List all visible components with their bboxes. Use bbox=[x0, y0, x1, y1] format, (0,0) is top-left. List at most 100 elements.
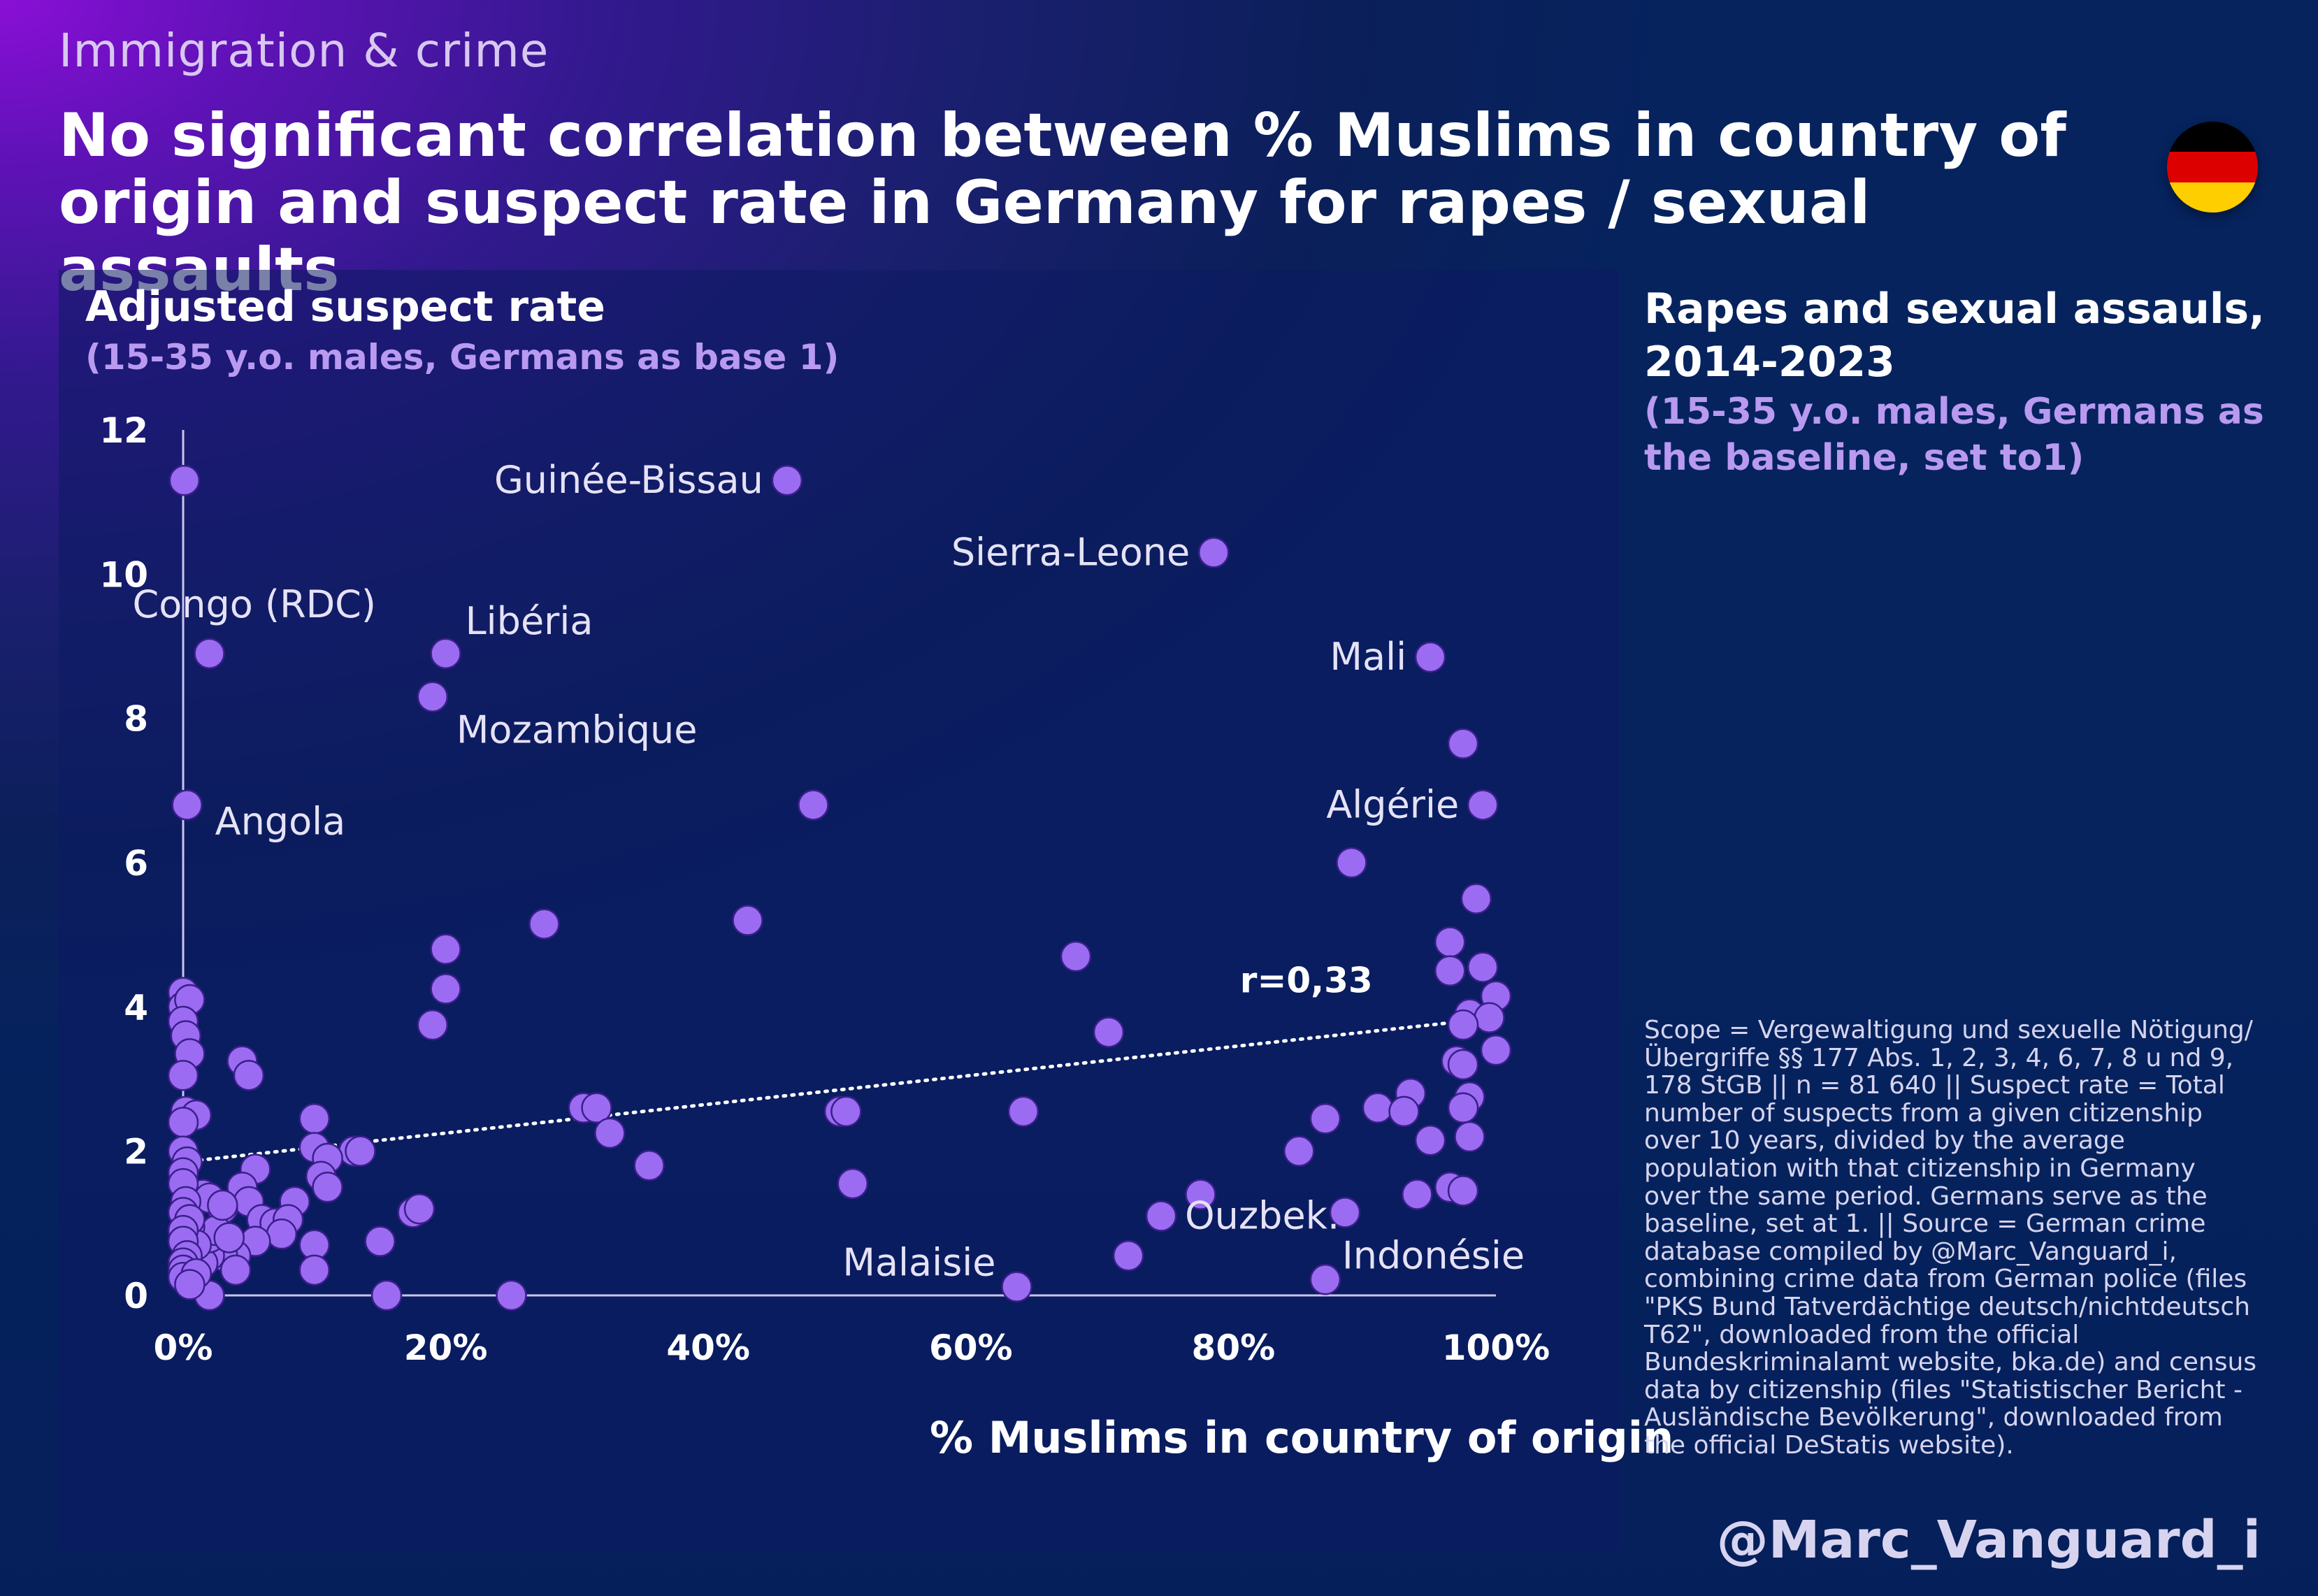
point-label: Indonésie bbox=[1342, 1233, 1525, 1277]
data-point bbox=[1467, 951, 1499, 983]
y-tick-label: 10 bbox=[99, 554, 148, 595]
point-label: Algérie bbox=[1326, 782, 1459, 826]
data-point bbox=[430, 638, 461, 670]
point-label: Ouzbek. bbox=[1185, 1194, 1339, 1238]
y-tick-label: 12 bbox=[99, 410, 148, 451]
author-signature: @Marc_Vanguard_i bbox=[1716, 1510, 2261, 1570]
x-tick-label: 20% bbox=[404, 1328, 488, 1368]
data-point bbox=[1447, 1175, 1479, 1207]
trendline bbox=[181, 1016, 1498, 1164]
data-point bbox=[1460, 883, 1492, 914]
y-axis-subtitle: (15-35 y.o. males, Germans as base 1) bbox=[85, 337, 840, 378]
point-label: Libéria bbox=[466, 599, 593, 643]
data-point bbox=[213, 1222, 245, 1253]
y-tick-label: 0 bbox=[124, 1276, 148, 1316]
data-point bbox=[1007, 1095, 1039, 1128]
data-point bbox=[837, 1167, 869, 1200]
data-point bbox=[1329, 1197, 1361, 1228]
y-tick-label: 2 bbox=[124, 1132, 148, 1172]
data-point bbox=[1434, 955, 1466, 986]
data-point bbox=[1388, 1095, 1420, 1128]
side-panel-subtitle: (15-35 y.o. males, Germans as the baseli… bbox=[1644, 391, 2264, 479]
data-point bbox=[364, 1225, 396, 1257]
flag-stripe-red bbox=[2167, 152, 2258, 182]
x-tick-label: 80% bbox=[1192, 1328, 1276, 1368]
data-point bbox=[798, 789, 829, 821]
data-point bbox=[496, 1279, 527, 1311]
correlation-label: r=0,33 bbox=[1240, 961, 1373, 1001]
data-point bbox=[732, 905, 763, 936]
data-point bbox=[207, 1189, 238, 1221]
data-point bbox=[1001, 1271, 1032, 1302]
data-points bbox=[167, 464, 1512, 1311]
data-point bbox=[168, 464, 201, 496]
data-point bbox=[1185, 1179, 1216, 1210]
y-tick-label: 6 bbox=[124, 843, 148, 884]
point-label: Guinée-Bissau bbox=[494, 458, 763, 502]
point-label: Congo (RDC) bbox=[133, 582, 376, 626]
data-point bbox=[633, 1150, 665, 1181]
data-point bbox=[1414, 1124, 1446, 1156]
y-tick-labels: 0 2 4 6 8 10 12 bbox=[99, 410, 148, 1316]
data-point bbox=[1060, 940, 1092, 972]
data-point bbox=[1434, 926, 1466, 958]
y-tick-label: 8 bbox=[124, 699, 148, 740]
plot-panel bbox=[59, 270, 1619, 1549]
data-point bbox=[1112, 1240, 1144, 1272]
point-label: Mozambique bbox=[456, 708, 698, 752]
data-point bbox=[1480, 1034, 1512, 1066]
data-point bbox=[581, 1092, 612, 1124]
x-tick-label: 60% bbox=[929, 1328, 1013, 1368]
data-point bbox=[171, 789, 203, 821]
data-point bbox=[298, 1254, 331, 1286]
data-point bbox=[417, 681, 449, 712]
data-point bbox=[1447, 1009, 1479, 1041]
x-tick-label: 0% bbox=[154, 1328, 213, 1368]
data-point bbox=[430, 973, 461, 1005]
data-point bbox=[403, 1193, 435, 1225]
data-point bbox=[1145, 1200, 1177, 1232]
data-point bbox=[266, 1218, 298, 1250]
data-point bbox=[594, 1117, 626, 1149]
data-point bbox=[528, 908, 560, 940]
data-point bbox=[1283, 1135, 1315, 1167]
data-point bbox=[1467, 789, 1499, 821]
data-point bbox=[1093, 1016, 1125, 1048]
data-point bbox=[417, 1009, 449, 1041]
data-point bbox=[312, 1172, 343, 1203]
methodology-note: Scope = Vergewaltigung und sexuelle Nöti… bbox=[1644, 1016, 2257, 1460]
x-tick-label: 100% bbox=[1442, 1328, 1550, 1368]
data-point bbox=[1447, 1049, 1479, 1081]
point-labels: Congo (RDC) Angola Guinée-Bissau Libéria Moz… bbox=[133, 458, 1525, 1284]
data-point bbox=[1447, 1092, 1479, 1124]
data-point bbox=[771, 464, 803, 496]
data-point bbox=[298, 1102, 331, 1135]
data-point bbox=[233, 1060, 265, 1091]
data-point bbox=[1309, 1264, 1341, 1295]
point-label: Malaisie bbox=[842, 1241, 995, 1285]
data-point bbox=[174, 1269, 206, 1300]
data-point bbox=[167, 1060, 199, 1091]
data-point bbox=[345, 1135, 376, 1167]
data-point bbox=[1474, 1002, 1505, 1034]
data-point bbox=[1447, 728, 1479, 760]
data-point bbox=[1336, 847, 1367, 879]
data-point bbox=[194, 638, 225, 670]
data-point bbox=[219, 1254, 252, 1286]
data-point bbox=[1309, 1102, 1341, 1135]
y-axis-title: Adjusted suspect rate bbox=[85, 282, 605, 331]
side-panel-title: Rapes and sexual assauls, 2014-2023 bbox=[1644, 285, 2265, 387]
data-point bbox=[1414, 641, 1446, 673]
x-axis-title: % Muslims in country of origin bbox=[930, 1412, 1674, 1463]
data-point bbox=[167, 1107, 199, 1138]
section-label: Immigration & crime bbox=[59, 24, 549, 78]
data-point bbox=[430, 933, 461, 965]
y-tick-label: 4 bbox=[124, 987, 148, 1028]
x-tick-labels: 0% 20% 40% 60% 80% 100% bbox=[154, 1328, 1550, 1368]
data-point bbox=[1197, 537, 1230, 568]
data-point bbox=[1454, 1121, 1485, 1153]
point-label: Sierra-Leone bbox=[951, 530, 1190, 574]
data-point bbox=[370, 1279, 403, 1311]
data-point bbox=[830, 1095, 862, 1128]
